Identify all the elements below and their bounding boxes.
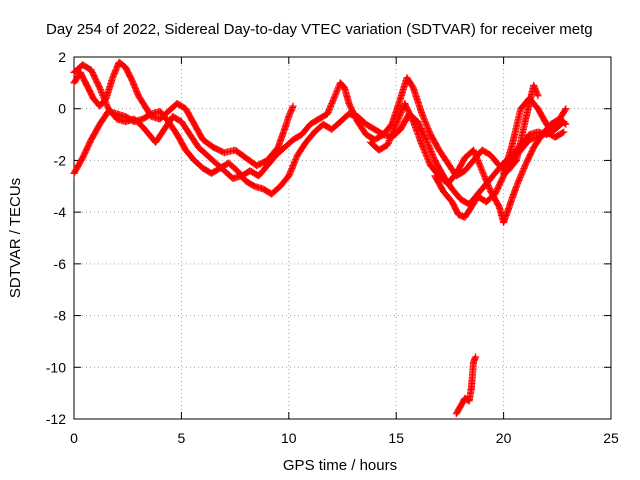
data-point <box>516 175 524 183</box>
series-track-b <box>70 58 297 170</box>
data-point <box>101 96 109 104</box>
series-track-c <box>70 61 542 182</box>
data-point <box>479 170 487 178</box>
series-track-g <box>500 94 570 177</box>
data-point <box>514 178 522 186</box>
data-point <box>425 128 433 136</box>
data-point <box>559 129 566 137</box>
plot-frame <box>73 56 612 420</box>
data-point <box>291 157 299 165</box>
data-points <box>70 58 570 418</box>
chart-title: Day 254 of 2022, Sidereal Day-to-day VTE… <box>46 21 593 38</box>
y-axis-label: SDTVAR / TECUs <box>7 178 24 298</box>
y-tick-label: 0 <box>58 101 66 117</box>
data-point <box>289 102 297 110</box>
data-point <box>562 105 570 113</box>
y-tick-label: -8 <box>54 308 67 324</box>
data-point <box>474 158 482 166</box>
x-tick-label: 10 <box>281 430 297 446</box>
y-tick-label: 2 <box>58 49 66 65</box>
y-tick-labels: 2 0 -2 -4 -6 -8 -10 -12 <box>46 49 66 427</box>
data-point <box>425 143 433 151</box>
data-point <box>421 148 429 156</box>
x-tick-label: 5 <box>178 430 186 446</box>
data-point <box>98 90 106 98</box>
x-tick-label: 20 <box>496 430 512 446</box>
y-tick-label: -12 <box>46 411 66 427</box>
data-point <box>394 116 402 124</box>
data-point <box>562 120 570 128</box>
data-point <box>515 176 523 184</box>
y-tick-label: -6 <box>54 256 67 272</box>
data-point <box>561 106 569 114</box>
x-tick-label: 25 <box>603 430 619 446</box>
data-point <box>472 353 480 361</box>
x-tick-label: 0 <box>70 430 78 446</box>
data-point <box>560 128 568 136</box>
data-point <box>561 119 569 127</box>
y-tick-label: -4 <box>54 204 67 220</box>
series-track-f <box>452 353 480 418</box>
y-tick-label: -2 <box>54 152 67 168</box>
data-point <box>99 91 107 99</box>
data-point <box>331 91 339 99</box>
data-point <box>534 92 542 100</box>
x-tick-labels: 0 5 10 15 20 25 <box>70 430 619 446</box>
x-axis-label: GPS time / hours <box>283 457 397 474</box>
data-point <box>530 83 538 91</box>
data-point <box>385 137 393 144</box>
data-point <box>425 159 433 167</box>
data-point <box>533 89 541 97</box>
x-tick-label: 15 <box>388 430 404 446</box>
y-tick-label: -10 <box>46 359 66 375</box>
